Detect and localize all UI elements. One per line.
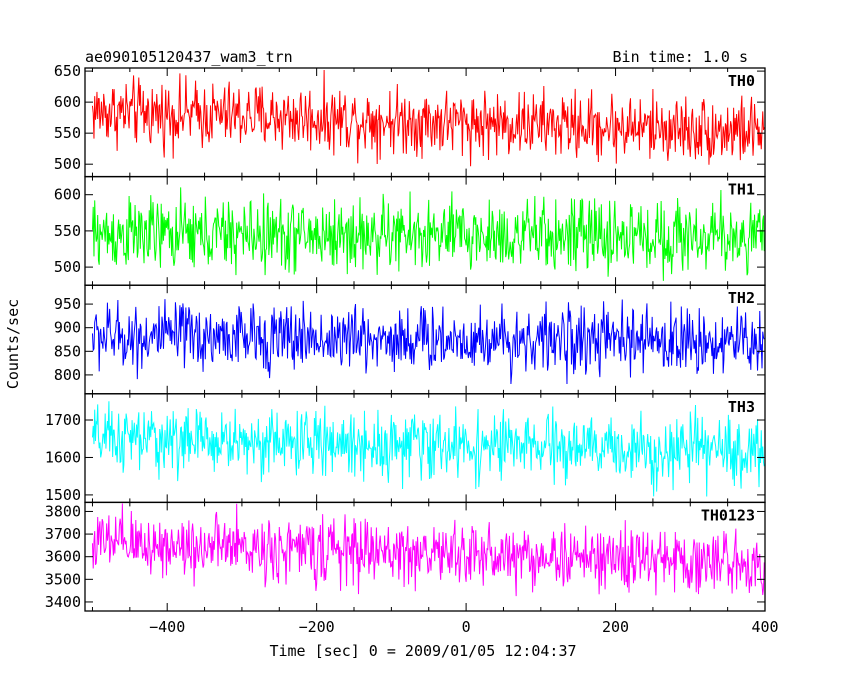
y-tick-label: 800 (54, 366, 81, 384)
series-line-th0 (91, 70, 765, 167)
y-tick-label: 550 (54, 124, 81, 142)
x-axis-label: Time [sec] 0 = 2009/01/05 12:04:37 (269, 642, 576, 660)
panel-label-th2: TH2 (728, 289, 755, 307)
y-tick-label: 850 (54, 342, 81, 360)
panel-label-th0123: TH0123 (701, 506, 755, 524)
x-tick-label: 0 (462, 618, 471, 636)
series-line-th0123 (91, 503, 765, 597)
panel-th0123: 3400 3500 3600 3700 3800 TH0123 (45, 501, 766, 612)
y-tick-label: 500 (54, 155, 81, 173)
y-tick-label: 950 (54, 295, 81, 313)
panel-th3: 1500 1600 1700 TH3 (45, 393, 766, 504)
y-tick-label: 3700 (45, 525, 81, 543)
y-tick-label: 3800 (45, 502, 81, 520)
y-tick-label: 3500 (45, 570, 81, 588)
y-axis-label: Counts/sec (4, 299, 22, 389)
y-tick-label: 3600 (45, 548, 81, 566)
y-tick-label: 1500 (45, 486, 81, 504)
series-line-th1 (91, 187, 765, 281)
y-tick-label: 1600 (45, 448, 81, 466)
y-tick-label: 500 (54, 258, 81, 276)
y-tick-label: 600 (54, 93, 81, 111)
x-tick-label: −400 (149, 618, 185, 636)
y-tick-label: 650 (54, 62, 81, 80)
panel-label-th0: TH0 (728, 72, 755, 90)
panel-label-th1: TH1 (728, 181, 755, 199)
y-tick-label: 550 (54, 222, 81, 240)
series-line-th2 (91, 299, 765, 385)
x-tick-label: −200 (299, 618, 335, 636)
y-tick-label: 900 (54, 319, 81, 337)
x-tick-label: 200 (602, 618, 629, 636)
y-tick-label: 3400 (45, 593, 81, 611)
panel-th1: 500 550 600 TH1 (54, 175, 766, 286)
bin-time-label: Bin time: 1.0 s (613, 48, 748, 66)
y-tick-label: 1700 (45, 411, 81, 429)
chart-panels: 500 550 600 650 TH0 500 550 600 TH1 800 850 900 950 T… (45, 62, 766, 612)
panel-label-th3: TH3 (728, 398, 755, 416)
chart-title: ae090105120437_wam3_trn (85, 48, 293, 66)
panel-th0: 500 550 600 650 TH0 (54, 62, 766, 178)
x-tick-label: 400 (751, 618, 778, 636)
y-tick-label: 600 (54, 186, 81, 204)
x-axis: −400 −200 0 200 400 (149, 618, 778, 636)
panel-th2: 800 850 900 950 TH2 (54, 284, 766, 395)
panel-frame (84, 393, 766, 504)
series-line-th3 (91, 401, 765, 497)
